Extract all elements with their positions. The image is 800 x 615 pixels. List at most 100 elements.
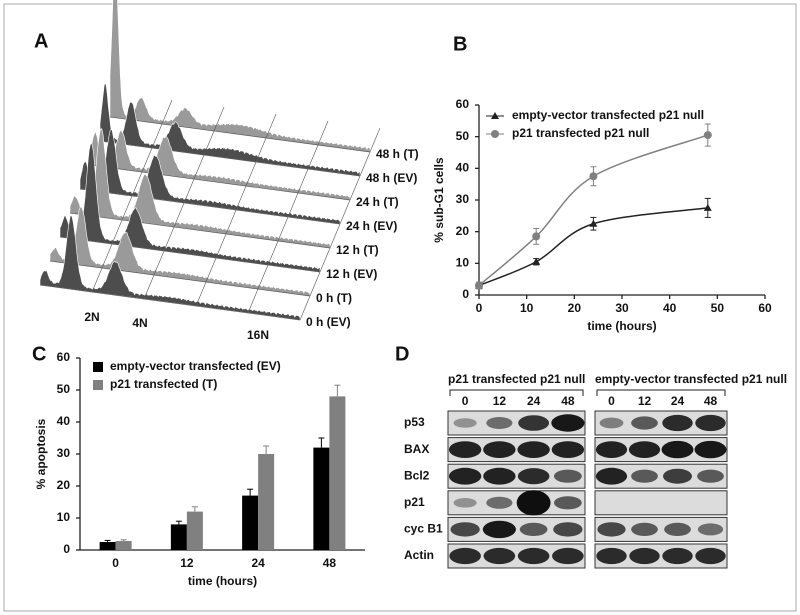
grid-line bbox=[339, 199, 351, 225]
baseline bbox=[39, 284, 301, 321]
grid-line bbox=[101, 243, 113, 269]
group-label: empty-vector transfected p21 null bbox=[595, 372, 787, 386]
blot-band bbox=[483, 547, 516, 565]
x-axis-label: time (hours) bbox=[188, 574, 257, 588]
x-tick-label: 24 bbox=[251, 556, 265, 570]
blot-band bbox=[551, 441, 585, 458]
point bbox=[703, 203, 712, 211]
y-tick-label: 30 bbox=[456, 192, 470, 206]
grid-line bbox=[163, 226, 175, 252]
point bbox=[475, 281, 483, 290]
baseline bbox=[79, 188, 341, 225]
lane-label: 48 bbox=[704, 394, 718, 408]
panel-letter: C bbox=[32, 343, 46, 365]
x-tick-label: 40 bbox=[663, 301, 677, 315]
bar bbox=[99, 542, 116, 550]
group-label: p21 transfected p21 null bbox=[448, 372, 585, 386]
grid-line bbox=[329, 223, 341, 249]
grid-line bbox=[359, 151, 371, 177]
blot-band bbox=[661, 440, 694, 459]
blot-band bbox=[695, 414, 726, 432]
grid-line bbox=[267, 240, 279, 266]
point bbox=[703, 131, 712, 140]
point bbox=[532, 257, 541, 265]
trace-label: 0 h (T) bbox=[316, 291, 352, 305]
blot-band bbox=[519, 522, 548, 537]
grid-line bbox=[309, 271, 321, 297]
blot-band bbox=[482, 520, 516, 539]
panel-letter: B bbox=[453, 33, 467, 55]
bar bbox=[313, 447, 330, 550]
trace-label: 12 h (EV) bbox=[326, 267, 377, 281]
protein-label: BAX bbox=[404, 442, 429, 456]
point bbox=[589, 172, 598, 181]
grid-line bbox=[349, 175, 361, 201]
bar bbox=[242, 495, 259, 550]
grid-line bbox=[173, 202, 185, 228]
blot-band bbox=[551, 414, 585, 432]
y-tick-label: 50 bbox=[456, 129, 470, 143]
y-tick-label: 50 bbox=[57, 382, 71, 396]
y-tick-label: 60 bbox=[57, 350, 71, 364]
blot-band bbox=[629, 547, 660, 565]
grid-line bbox=[317, 120, 329, 146]
grid-line bbox=[369, 127, 381, 153]
blot-band bbox=[597, 522, 626, 537]
blot-band bbox=[554, 496, 582, 510]
blot-band bbox=[453, 498, 477, 508]
blot-band bbox=[554, 469, 582, 483]
blot-band bbox=[483, 467, 516, 485]
blot-band bbox=[517, 468, 550, 485]
blot-band bbox=[448, 467, 482, 485]
panel-letter: A bbox=[34, 30, 48, 52]
blot-band bbox=[553, 522, 583, 537]
blot-band bbox=[483, 441, 516, 458]
lane-label: 12 bbox=[638, 394, 652, 408]
lane-label: 48 bbox=[561, 394, 575, 408]
histogram bbox=[39, 214, 301, 321]
blot-band bbox=[486, 417, 513, 429]
x-tick-label: 0 bbox=[112, 556, 119, 570]
group-bracket bbox=[449, 389, 584, 396]
grid-line bbox=[225, 209, 237, 235]
legend-label: p21 transfected (T) bbox=[110, 377, 217, 391]
grid-line bbox=[255, 137, 267, 163]
histogram bbox=[109, 0, 371, 153]
blot-band bbox=[450, 522, 480, 537]
histogram bbox=[99, 81, 361, 177]
grid-line bbox=[203, 130, 215, 156]
x-tick-label: 50 bbox=[711, 301, 725, 315]
point bbox=[532, 232, 541, 241]
lane-label: 12 bbox=[493, 394, 507, 408]
blot-band bbox=[695, 547, 726, 565]
legend-label: p21 transfected p21 null bbox=[512, 126, 649, 140]
grid-line bbox=[265, 113, 277, 139]
lane-label: 24 bbox=[527, 394, 541, 408]
grid-line bbox=[257, 264, 269, 290]
trace-label: 24 h (T) bbox=[356, 195, 399, 209]
blot-band bbox=[697, 469, 724, 483]
grid-line bbox=[143, 274, 155, 300]
y-tick-label: 0 bbox=[63, 542, 70, 556]
legend-swatch bbox=[93, 380, 103, 390]
blot-band bbox=[599, 417, 624, 429]
blot-strip bbox=[594, 490, 728, 516]
lane-label: 0 bbox=[608, 394, 615, 408]
grid-line bbox=[299, 295, 311, 321]
legend-label: empty-vector transfected p21 null bbox=[512, 108, 704, 122]
protein-label: p53 bbox=[404, 415, 425, 429]
blot-band bbox=[595, 467, 628, 485]
y-tick-label: 60 bbox=[456, 97, 470, 111]
legend-swatch bbox=[93, 362, 103, 372]
grid-line bbox=[161, 99, 173, 125]
y-tick-label: 10 bbox=[456, 256, 470, 270]
y-axis-label: % sub-G1 cells bbox=[432, 157, 446, 243]
series-line bbox=[478, 134, 709, 287]
blot-band bbox=[631, 469, 658, 483]
blot-band bbox=[595, 441, 628, 458]
grid-line bbox=[307, 144, 319, 170]
bar bbox=[170, 524, 187, 550]
blot-band bbox=[697, 523, 724, 536]
